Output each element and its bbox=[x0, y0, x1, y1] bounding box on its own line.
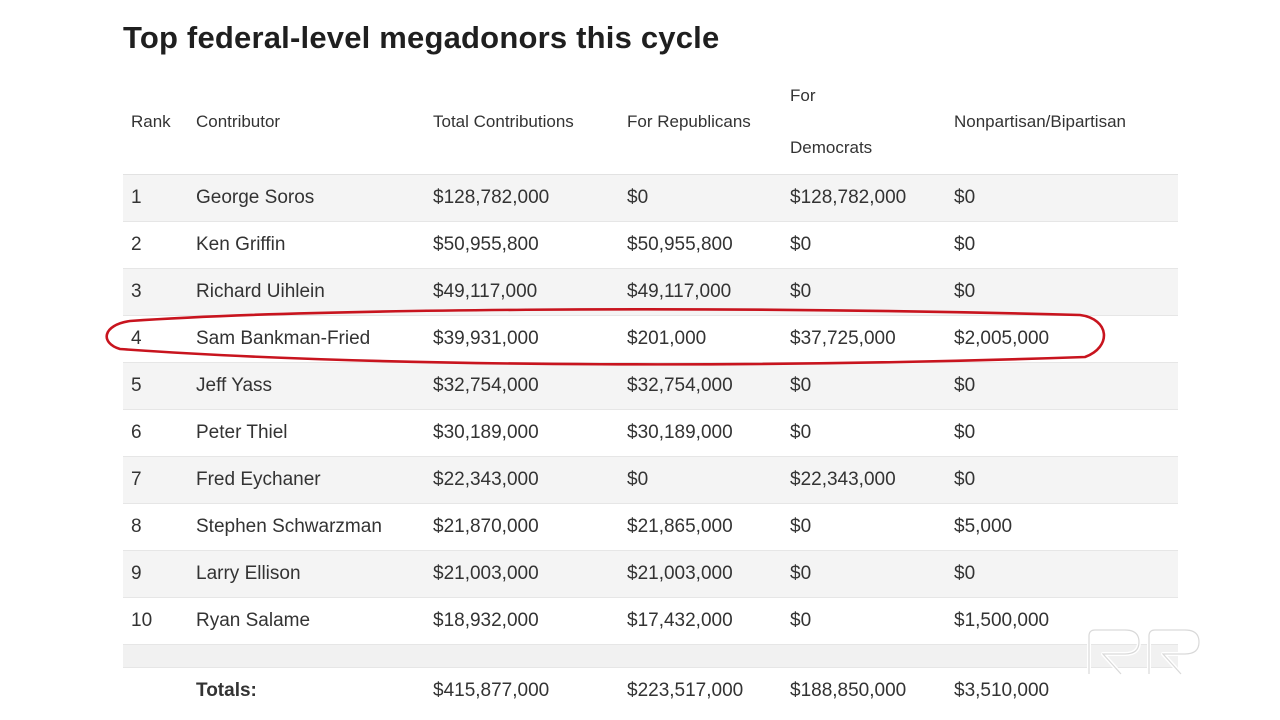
cell-rank: 8 bbox=[123, 503, 188, 551]
cell-contributor: Jeff Yass bbox=[188, 362, 425, 410]
megadonors-table: Rank Contributor Total Contributions For… bbox=[123, 70, 1178, 714]
cell-rank: 10 bbox=[123, 597, 188, 645]
table-row: 3 Richard Uihlein $49,117,000 $49,117,00… bbox=[123, 268, 1178, 316]
table-row: 7 Fred Eychaner $22,343,000 $0 $22,343,0… bbox=[123, 456, 1178, 504]
cell-total: $128,782,000 bbox=[425, 174, 619, 222]
cell-democrats: $0 bbox=[782, 362, 946, 410]
cell-total: $50,955,800 bbox=[425, 221, 619, 269]
table-row: 5 Jeff Yass $32,754,000 $32,754,000 $0 $… bbox=[123, 362, 1178, 410]
header-democrats-line1: For bbox=[790, 86, 816, 105]
cell-total: $39,931,000 bbox=[425, 315, 619, 363]
table-row: 1 George Soros $128,782,000 $0 $128,782,… bbox=[123, 174, 1178, 222]
cell-democrats: $37,725,000 bbox=[782, 315, 946, 363]
cell-contributor: Fred Eychaner bbox=[188, 456, 425, 504]
cell-total: $30,189,000 bbox=[425, 409, 619, 457]
cell-rank: 1 bbox=[123, 174, 188, 222]
cell-total: $49,117,000 bbox=[425, 268, 619, 316]
cell-total: $32,754,000 bbox=[425, 362, 619, 410]
table-row: 8 Stephen Schwarzman $21,870,000 $21,865… bbox=[123, 503, 1178, 551]
cell-democrats: $0 bbox=[782, 550, 946, 598]
cell-democrats: $0 bbox=[782, 503, 946, 551]
cell-rank: 5 bbox=[123, 362, 188, 410]
spacer-cell bbox=[123, 644, 1178, 668]
cell-rank: 9 bbox=[123, 550, 188, 598]
cell-contributor: Ryan Salame bbox=[188, 597, 425, 645]
cell-nonpartisan: $0 bbox=[946, 456, 1178, 504]
cell-democrats: $0 bbox=[782, 597, 946, 645]
cell-republicans: $32,754,000 bbox=[619, 362, 782, 410]
table-body: 1 George Soros $128,782,000 $0 $128,782,… bbox=[123, 174, 1178, 714]
cell-rank: 2 bbox=[123, 221, 188, 269]
cell-contributor: Larry Ellison bbox=[188, 550, 425, 598]
cell-republicans: $50,955,800 bbox=[619, 221, 782, 269]
header-contributor: Contributor bbox=[188, 70, 425, 175]
header-rank: Rank bbox=[123, 70, 188, 175]
cell-contributor: Stephen Schwarzman bbox=[188, 503, 425, 551]
cell-contributor: George Soros bbox=[188, 174, 425, 222]
cell-rank: 4 bbox=[123, 315, 188, 363]
table-header-row: Rank Contributor Total Contributions For… bbox=[123, 70, 1178, 175]
cell-total: $22,343,000 bbox=[425, 456, 619, 504]
cell-contributor: Ken Griffin bbox=[188, 221, 425, 269]
header-nonpartisan: Nonpartisan/Bipartisan bbox=[946, 70, 1178, 175]
header-total: Total Contributions bbox=[425, 70, 619, 175]
header-democrats-line2: Democrats bbox=[790, 138, 873, 157]
cell-republicans: $21,003,000 bbox=[619, 550, 782, 598]
totals-total: $415,877,000 bbox=[425, 667, 619, 714]
cell-contributor: Sam Bankman-Fried bbox=[188, 315, 425, 363]
cell-nonpartisan: $0 bbox=[946, 268, 1178, 316]
cell-republicans: $30,189,000 bbox=[619, 409, 782, 457]
cell-contributor: Richard Uihlein bbox=[188, 268, 425, 316]
cell-nonpartisan: $0 bbox=[946, 362, 1178, 410]
totals-rank-empty bbox=[123, 667, 188, 714]
cell-republicans: $49,117,000 bbox=[619, 268, 782, 316]
header-democrats: For Democrats bbox=[782, 70, 946, 175]
table-row-highlighted: 4 Sam Bankman-Fried $39,931,000 $201,000… bbox=[123, 315, 1178, 363]
totals-democrats: $188,850,000 bbox=[782, 667, 946, 714]
cell-rank: 6 bbox=[123, 409, 188, 457]
table-spacer-row bbox=[123, 644, 1178, 668]
totals-republicans: $223,517,000 bbox=[619, 667, 782, 714]
cell-democrats: $128,782,000 bbox=[782, 174, 946, 222]
table-row: 6 Peter Thiel $30,189,000 $30,189,000 $0… bbox=[123, 409, 1178, 457]
cell-democrats: $0 bbox=[782, 221, 946, 269]
cell-democrats: $0 bbox=[782, 268, 946, 316]
totals-label: Totals: bbox=[188, 667, 425, 714]
totals-row: Totals: $415,877,000 $223,517,000 $188,8… bbox=[123, 667, 1178, 714]
cell-republicans: $201,000 bbox=[619, 315, 782, 363]
header-republicans: For Republicans bbox=[619, 70, 782, 175]
cell-total: $21,003,000 bbox=[425, 550, 619, 598]
cell-republicans: $0 bbox=[619, 174, 782, 222]
totals-nonpartisan: $3,510,000 bbox=[946, 667, 1178, 714]
cell-nonpartisan: $5,000 bbox=[946, 503, 1178, 551]
cell-nonpartisan: $0 bbox=[946, 409, 1178, 457]
page-title: Top federal-level megadonors this cycle bbox=[123, 20, 720, 55]
table-row: 9 Larry Ellison $21,003,000 $21,003,000 … bbox=[123, 550, 1178, 598]
cell-republicans: $17,432,000 bbox=[619, 597, 782, 645]
cell-nonpartisan: $0 bbox=[946, 221, 1178, 269]
table-row: 2 Ken Griffin $50,955,800 $50,955,800 $0… bbox=[123, 221, 1178, 269]
cell-democrats: $22,343,000 bbox=[782, 456, 946, 504]
cell-total: $21,870,000 bbox=[425, 503, 619, 551]
cell-nonpartisan: $0 bbox=[946, 174, 1178, 222]
cell-democrats: $0 bbox=[782, 409, 946, 457]
cell-rank: 3 bbox=[123, 268, 188, 316]
cell-republicans: $0 bbox=[619, 456, 782, 504]
rr-logo-icon bbox=[1087, 628, 1201, 676]
cell-nonpartisan: $0 bbox=[946, 550, 1178, 598]
cell-total: $18,932,000 bbox=[425, 597, 619, 645]
table-row: 10 Ryan Salame $18,932,000 $17,432,000 $… bbox=[123, 597, 1178, 645]
cell-rank: 7 bbox=[123, 456, 188, 504]
cell-contributor: Peter Thiel bbox=[188, 409, 425, 457]
cell-nonpartisan: $2,005,000 bbox=[946, 315, 1178, 363]
cell-republicans: $21,865,000 bbox=[619, 503, 782, 551]
